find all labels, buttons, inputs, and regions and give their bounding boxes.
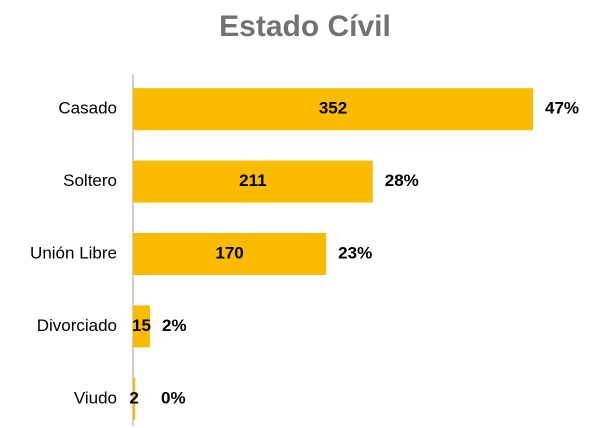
bar [133, 305, 151, 348]
value-label: 211 [239, 171, 266, 190]
category-label: Casado [58, 99, 117, 118]
category-label: Soltero [63, 171, 117, 190]
value-label: 15 [132, 316, 151, 335]
share-label: 2% [162, 316, 187, 335]
value-label: 352 [319, 99, 347, 118]
category-label: Unión Libre [30, 243, 117, 262]
chart-title: Estado Cívil [219, 10, 391, 43]
bar [133, 88, 533, 131]
bar [133, 233, 327, 275]
bar [133, 377, 136, 420]
value-label: 170 [215, 243, 243, 262]
share-label: 28% [385, 171, 419, 190]
category-label: Viudo [74, 388, 117, 407]
bar [133, 160, 373, 203]
category-label: Divorciado [37, 316, 117, 335]
share-label: 47% [545, 99, 579, 118]
share-label: 0% [161, 388, 186, 407]
share-label: 23% [338, 243, 372, 262]
value-label: 2 [129, 388, 138, 407]
